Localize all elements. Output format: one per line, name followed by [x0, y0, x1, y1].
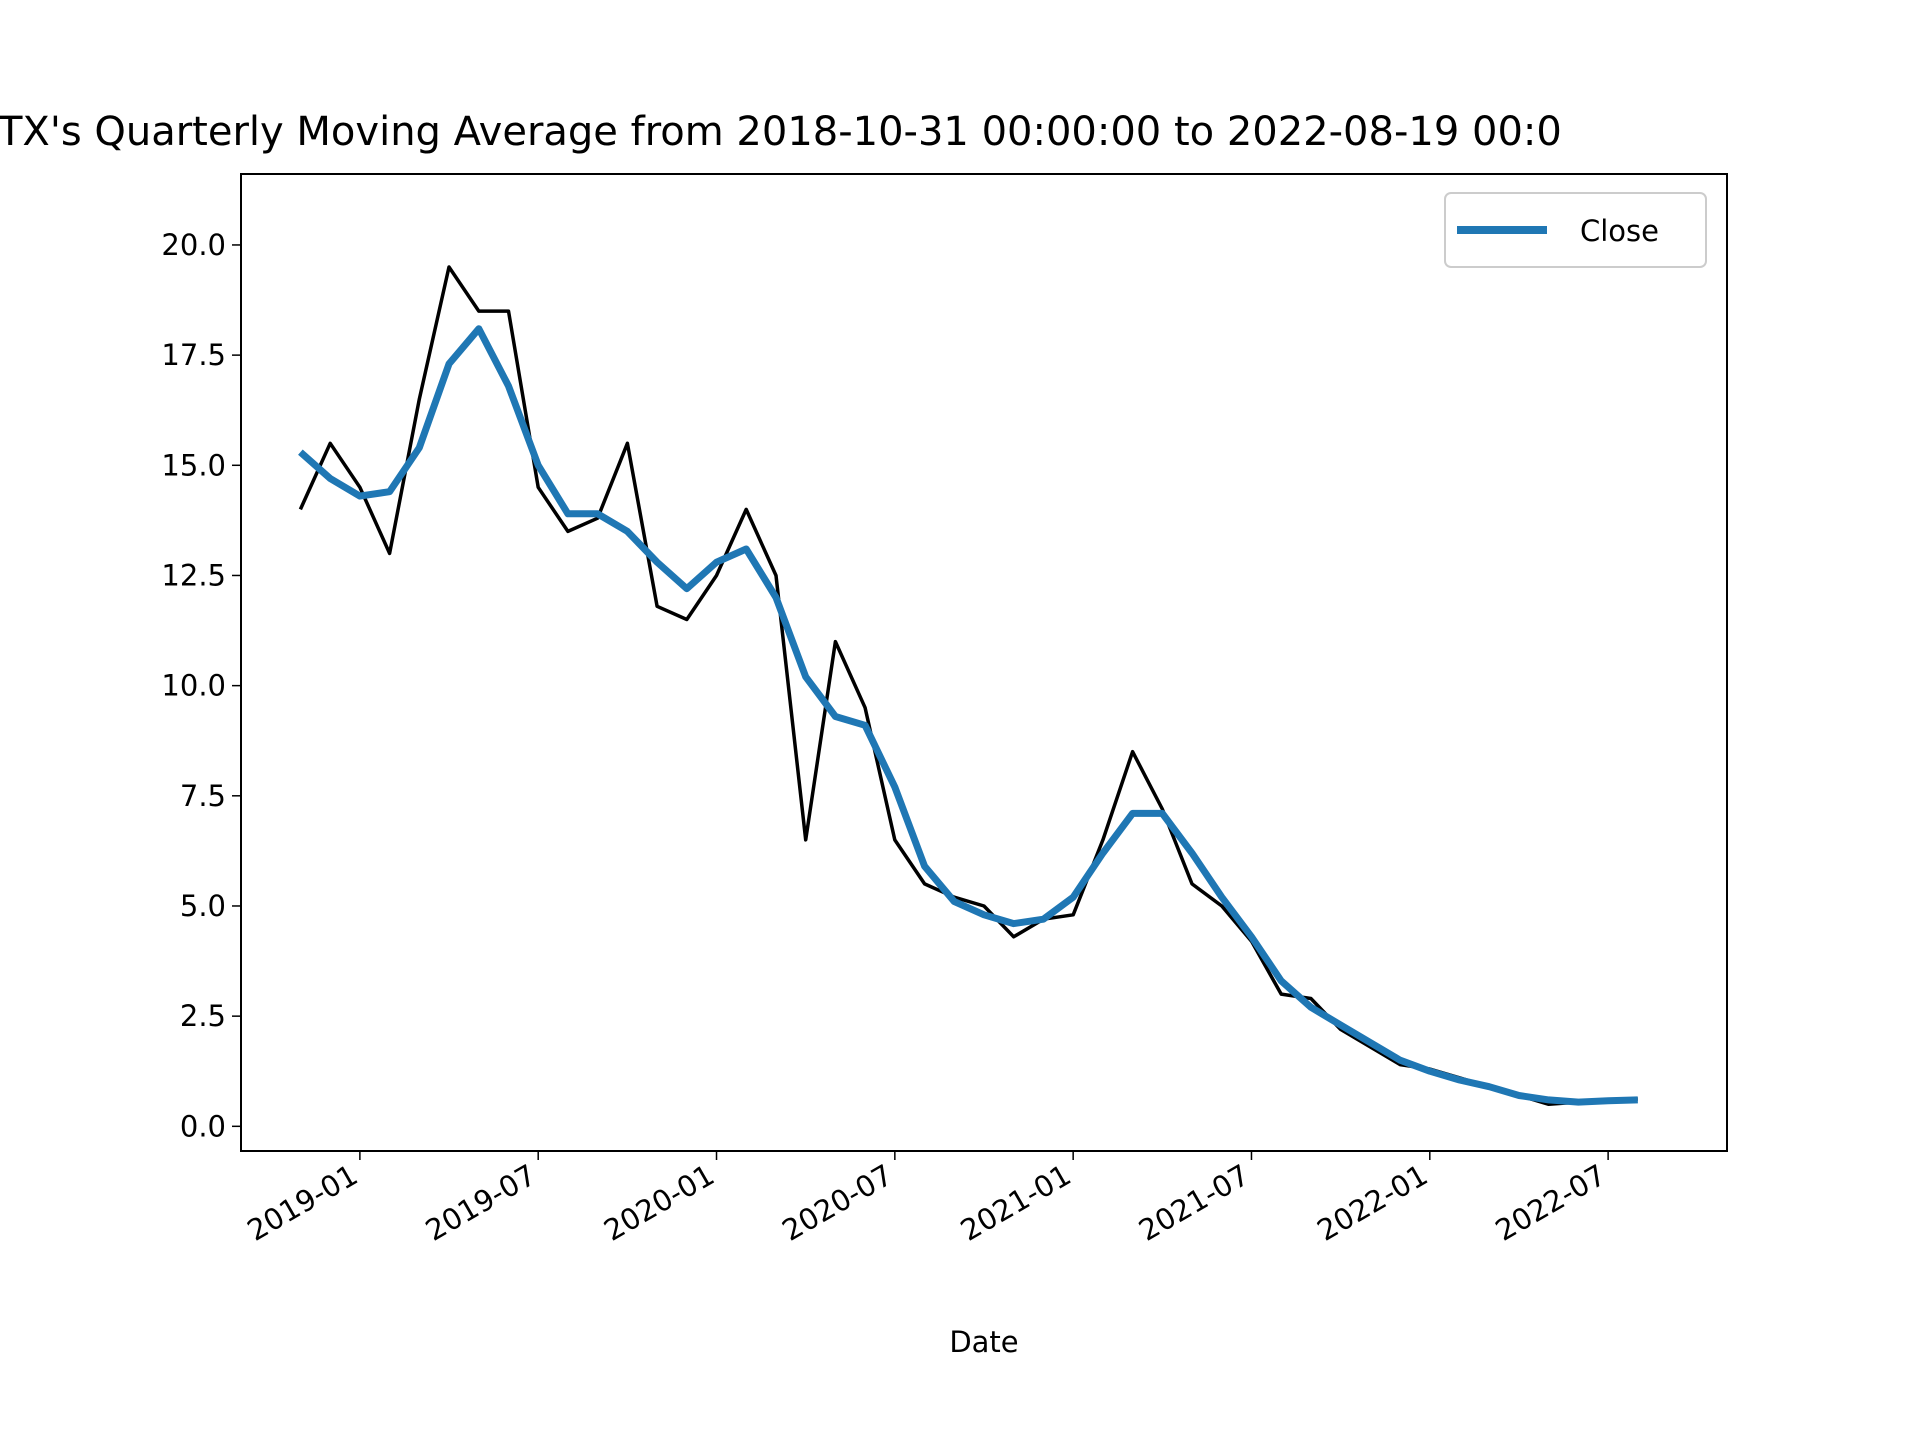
- series-line: [298, 265, 1638, 1107]
- x-tick-label: 2019-07: [420, 1158, 542, 1248]
- y-tick-label: 5.0: [180, 889, 226, 923]
- x-tick-label: 2020-07: [776, 1158, 898, 1248]
- y-tick-label: 0.0: [180, 1109, 226, 1143]
- y-tick-label: 2.5: [180, 999, 226, 1033]
- x-axis-label: Date: [949, 1325, 1018, 1359]
- y-tick-label: 20.0: [161, 228, 226, 262]
- chart-title: TX's Quarterly Moving Average from 2018-…: [0, 109, 1562, 155]
- legend-label: Close: [1580, 214, 1659, 248]
- x-tick-label: 2021-07: [1133, 1158, 1255, 1248]
- y-tick-label: 10.0: [161, 669, 226, 703]
- y-tick-label: 17.5: [161, 338, 226, 372]
- x-tick-label: 2021-01: [955, 1158, 1077, 1248]
- x-tick-label: 2020-01: [598, 1158, 720, 1248]
- y-tick-label: 15.0: [161, 448, 226, 482]
- x-tick-label: 2022-07: [1490, 1158, 1612, 1248]
- plot-frame: [240, 173, 1728, 1152]
- x-tick-label: 2022-01: [1311, 1158, 1433, 1248]
- legend-box: [1444, 192, 1707, 268]
- y-tick-label: 12.5: [161, 558, 226, 592]
- series-line: [298, 325, 1638, 1106]
- x-tick-label: 2019-01: [241, 1158, 363, 1248]
- y-tick-label: 7.5: [180, 779, 226, 813]
